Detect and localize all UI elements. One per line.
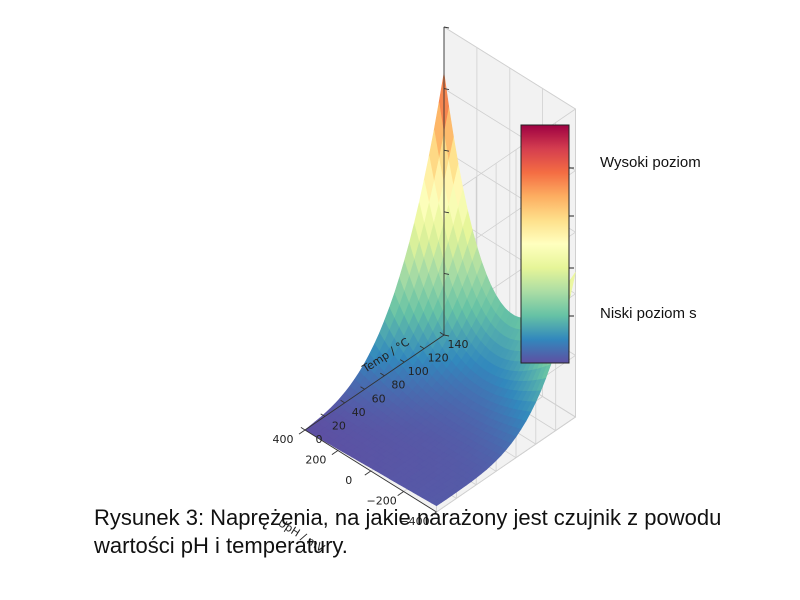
grid-line (443, 26, 576, 110)
y-tick-mark (419, 345, 425, 349)
y-axis-line (304, 334, 445, 431)
x-tick-label: 200 (305, 454, 326, 467)
z-tick-mark (443, 272, 450, 275)
y-tick-mark (380, 372, 385, 377)
x-tick-label: 400 (273, 433, 294, 446)
y-tick-mark (360, 386, 365, 390)
grid-line (436, 416, 576, 513)
y-tick-label: 120 (428, 352, 449, 365)
y-tick-mark (439, 332, 445, 336)
z-tick-mark (443, 149, 450, 152)
x-tick-label: −200 (366, 495, 396, 508)
y-tick-label: 20 (332, 419, 346, 432)
x-tick-label: 0 (345, 474, 352, 487)
y-tick-label: 80 (391, 379, 405, 392)
y-tick-mark (340, 399, 345, 404)
z-tick-mark (443, 88, 450, 91)
colorbar-label-high: Wysoki poziom (600, 154, 701, 171)
colorbar-label-low: Niski poziom s (600, 305, 697, 322)
x-tick-mark (430, 511, 437, 517)
y-tick-label: 40 (352, 406, 366, 419)
y-tick-mark (300, 427, 306, 431)
colorbar: Wysoki poziom Niski poziom s (520, 124, 701, 364)
y-tick-label: 100 (408, 365, 429, 378)
y-tick-label: 140 (448, 338, 469, 351)
y-tick-mark (399, 359, 405, 363)
y-tick-mark (320, 413, 326, 417)
y-tick-label: 0 (316, 433, 323, 446)
colorbar-gradient (520, 124, 570, 364)
x-tick-mark (331, 450, 339, 455)
x-tick-mark (364, 470, 372, 476)
z-tick-mark (443, 211, 450, 214)
x-tick-mark (298, 429, 306, 435)
z-tick-mark (443, 334, 450, 337)
figure-caption: Rysunek 3: Naprężenia, na jakie narażony… (94, 505, 722, 558)
x-tick-mark (397, 491, 404, 496)
x-tick-label: −400 (399, 515, 429, 528)
y-tick-label: 60 (372, 392, 386, 405)
z-tick-mark (443, 26, 450, 29)
